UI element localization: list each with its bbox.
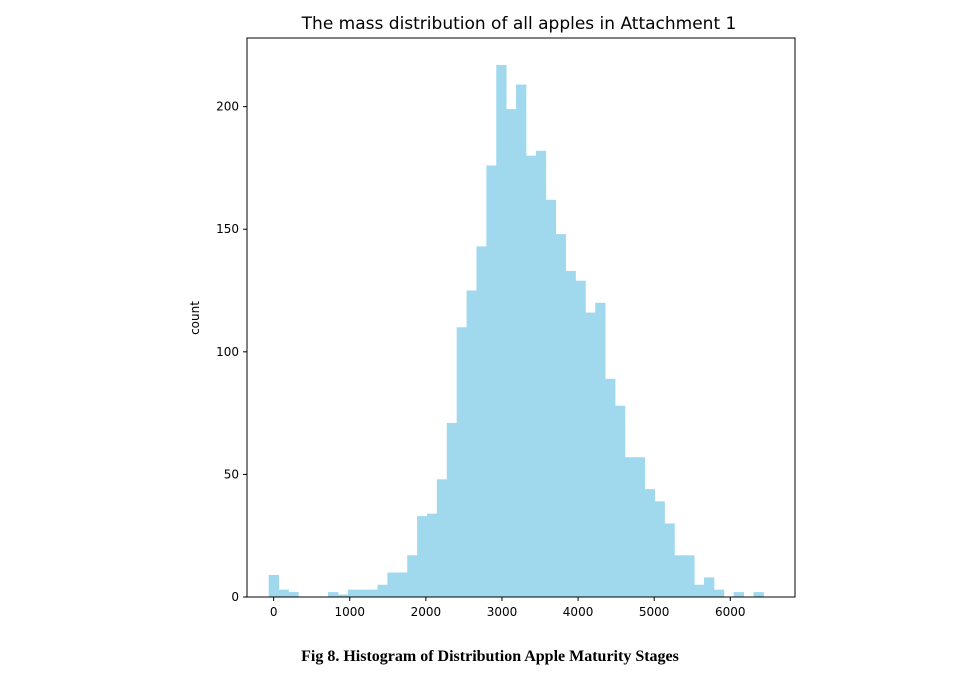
histogram-bar xyxy=(357,589,369,597)
x-tick-label: 5000 xyxy=(639,605,670,619)
plot-frame xyxy=(246,37,796,598)
histogram-bar xyxy=(624,457,636,597)
histogram-bar xyxy=(575,280,586,597)
histogram-bar xyxy=(654,501,665,597)
histogram-bar xyxy=(278,589,289,597)
histogram-bar xyxy=(268,574,279,597)
histogram-bar xyxy=(694,584,705,597)
histogram-bar xyxy=(328,592,339,597)
histogram-bar xyxy=(664,523,675,597)
histogram-bar xyxy=(614,405,626,597)
histogram-bar xyxy=(634,457,646,597)
histogram-bar xyxy=(436,479,448,597)
histogram-bar xyxy=(644,489,655,597)
figure-caption: Fig 8. Histogram of Distribution Apple M… xyxy=(301,648,679,665)
x-tick-label: 6000 xyxy=(715,605,746,619)
histogram-bar xyxy=(733,592,745,597)
histogram-bar xyxy=(337,594,349,597)
histogram-bar xyxy=(684,555,695,597)
histogram-bar xyxy=(713,589,725,597)
y-axis: 0 50 100 150 200 xyxy=(216,100,247,604)
x-tick-label: 4000 xyxy=(563,605,594,619)
histogram-bar xyxy=(753,592,764,597)
histogram-bar xyxy=(407,555,418,597)
histogram-bar xyxy=(674,555,685,597)
histogram-bar xyxy=(476,246,487,598)
histogram-bar xyxy=(496,64,507,597)
y-tick-label: 200 xyxy=(216,100,239,114)
y-tick-label: 100 xyxy=(216,345,239,359)
histogram-bar xyxy=(516,84,527,598)
histogram-bar xyxy=(525,155,537,597)
x-tick-label: 2000 xyxy=(411,605,442,619)
histogram-bar xyxy=(397,572,408,597)
histogram-bar xyxy=(456,327,467,597)
histogram-bars xyxy=(268,64,764,598)
histogram-bar xyxy=(427,513,438,597)
histogram-bar xyxy=(704,577,715,597)
histogram-bar xyxy=(387,572,398,597)
histogram-bar xyxy=(417,516,428,597)
y-tick-label: 50 xyxy=(224,467,239,481)
histogram-bar xyxy=(585,312,596,597)
histogram-bar xyxy=(595,302,606,597)
histogram-bar xyxy=(535,150,547,597)
histogram-bar xyxy=(377,584,388,597)
histogram-bar xyxy=(466,290,477,597)
y-axis-label: count xyxy=(188,301,202,335)
histogram-bar xyxy=(506,109,517,597)
x-tick-label: 0 xyxy=(270,605,278,619)
histogram-bar xyxy=(347,589,359,597)
x-tick-label: 3000 xyxy=(487,605,518,619)
x-tick-label: 1000 xyxy=(334,605,365,619)
histogram-bar xyxy=(565,270,576,597)
chart-title: The mass distribution of all apples in A… xyxy=(301,14,737,34)
y-tick-label: 150 xyxy=(216,222,239,236)
histogram-bar xyxy=(605,378,616,597)
x-axis: 0 1000 2000 3000 4000 5000 6000 xyxy=(270,597,746,619)
histogram-bar xyxy=(446,422,458,597)
histogram-bar xyxy=(555,234,566,597)
histogram-bar xyxy=(367,589,378,597)
histogram-bar xyxy=(288,592,299,597)
histogram-bar xyxy=(486,165,497,598)
histogram-bar xyxy=(545,199,557,597)
y-tick-label: 0 xyxy=(231,590,239,604)
